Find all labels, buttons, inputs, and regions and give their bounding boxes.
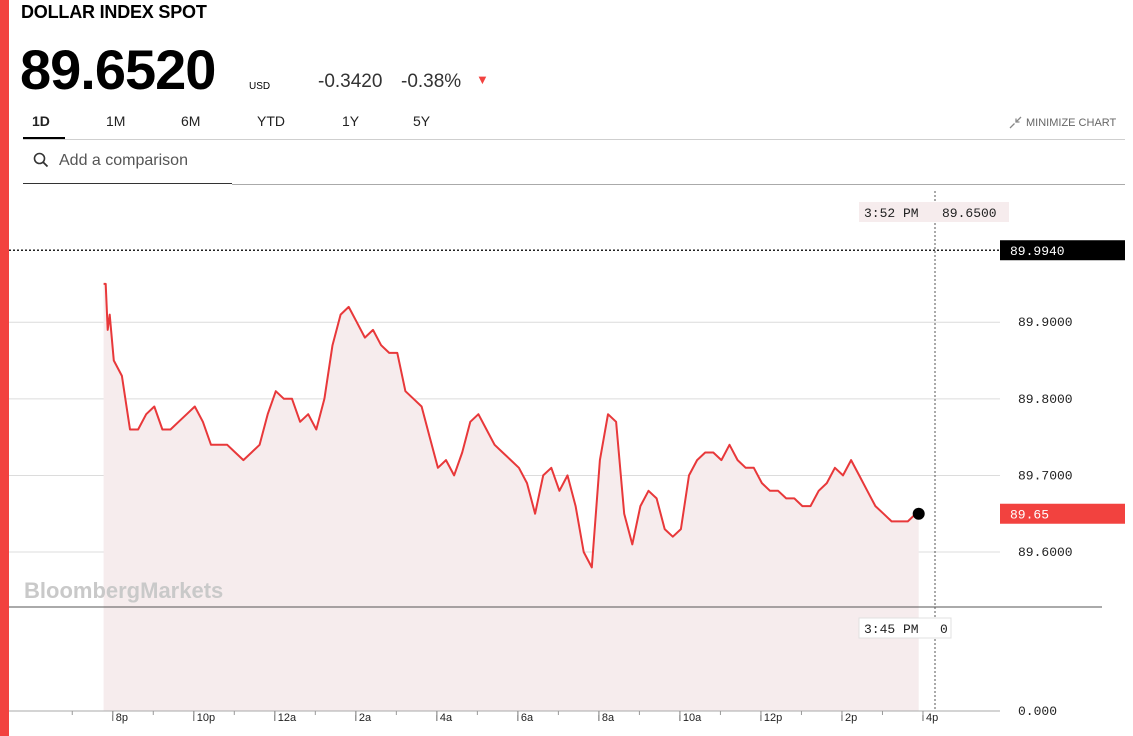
x-tick-label: 12p bbox=[764, 712, 782, 724]
tab-ytd[interactable]: YTD bbox=[257, 113, 285, 129]
comparison-search-input[interactable] bbox=[59, 150, 229, 172]
x-tick-label: 12a bbox=[278, 712, 297, 724]
crosshair-tooltip bbox=[859, 202, 1009, 222]
volume-crosshair-time-label: 3:45 PM bbox=[864, 622, 919, 637]
x-tick-label: 10p bbox=[197, 712, 215, 724]
chart-top-border bbox=[232, 184, 1125, 185]
bloomberg-watermark: BloombergMarkets bbox=[24, 578, 223, 603]
y-tick-label: 89.7000 bbox=[1018, 468, 1073, 483]
last-price-box bbox=[1000, 503, 1125, 524]
x-tick-label: 8p bbox=[116, 712, 128, 724]
price-series-line bbox=[103, 282, 919, 569]
tab-5y[interactable]: 5Y bbox=[413, 113, 431, 129]
x-tick-label: 4a bbox=[440, 712, 453, 724]
volume-axis-label: 0.000 bbox=[1018, 704, 1057, 719]
y-tick-label: 89.8000 bbox=[1018, 392, 1073, 407]
tab-1y[interactable]: 1Y bbox=[342, 113, 360, 129]
tabs-divider bbox=[23, 139, 1125, 140]
tab-1d[interactable]: 1D bbox=[32, 113, 50, 129]
x-tick-label: 8a bbox=[602, 712, 615, 724]
last-price-label: 89.65 bbox=[1010, 508, 1049, 523]
y-tick-label: 89.6000 bbox=[1018, 545, 1073, 560]
currency-label: USD bbox=[249, 81, 271, 92]
x-tick-label: 2a bbox=[359, 712, 372, 724]
search-icon bbox=[33, 152, 49, 168]
price-change: -0.3420 bbox=[318, 71, 383, 92]
x-tick-label: 2p bbox=[845, 712, 857, 724]
price-area-fill bbox=[103, 283, 919, 711]
price-change-percent: -0.38% bbox=[401, 71, 462, 92]
price-chart[interactable]: BloombergMarkets 89.9000 89.8000 89.7000 89… bbox=[0, 185, 1133, 736]
x-tick-label: 10a bbox=[683, 712, 702, 724]
x-tick-label: 4p bbox=[926, 712, 938, 724]
minimize-icon bbox=[1009, 116, 1022, 129]
y-tick-label: 89.9000 bbox=[1018, 315, 1073, 330]
last-price-marker bbox=[912, 507, 925, 520]
minimize-chart-button[interactable]: MINIMIZE CHART bbox=[1009, 116, 1116, 129]
page-title: DOLLAR INDEX SPOT bbox=[21, 2, 207, 22]
crosshair-time-label: 3:52 PM bbox=[864, 206, 919, 221]
volume-crosshair-tooltip bbox=[858, 617, 952, 639]
tab-1m[interactable]: 1M bbox=[106, 113, 126, 129]
accent-stripe bbox=[0, 0, 9, 736]
x-tick-label: 6a bbox=[521, 712, 534, 724]
active-tab-indicator bbox=[23, 137, 65, 140]
down-arrow-icon: ▼ bbox=[476, 72, 489, 87]
reference-price-label: 89.9940 bbox=[1010, 244, 1065, 259]
current-price: 89.6520 bbox=[20, 38, 216, 101]
volume-crosshair-value-label: 0 bbox=[940, 622, 948, 637]
reference-price-box bbox=[1000, 240, 1125, 261]
comparison-search[interactable] bbox=[23, 146, 232, 184]
tab-6m[interactable]: 6M bbox=[181, 113, 201, 129]
crosshair-value-label: 89.6500 bbox=[942, 206, 997, 221]
minimize-chart-label: MINIMIZE CHART bbox=[1026, 116, 1117, 129]
